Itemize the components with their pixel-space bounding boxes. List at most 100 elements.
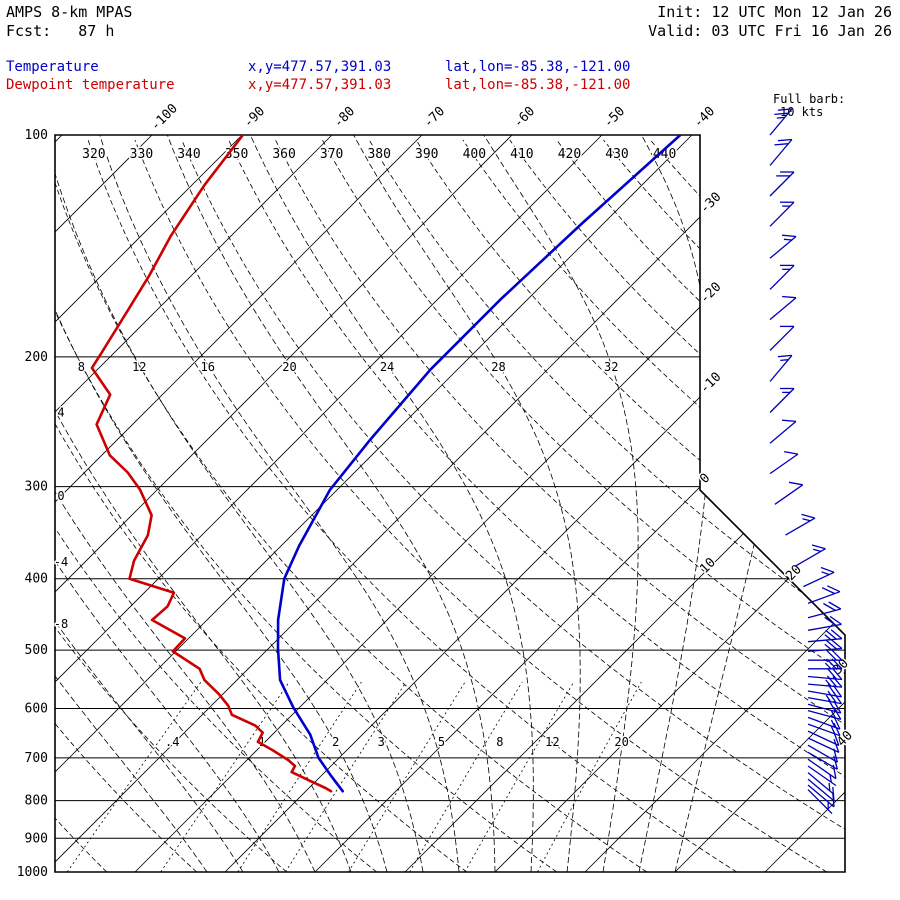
wind-barb	[807, 744, 839, 763]
svg-text:16: 16	[201, 360, 215, 374]
svg-text:340: 340	[177, 147, 200, 162]
wind-barb	[769, 264, 795, 290]
wind-barb	[769, 108, 793, 136]
svg-text:-10: -10	[697, 370, 724, 397]
dewpoint-latlon: lat,lon=-85.38,-121.00	[445, 77, 631, 93]
wind-barb	[807, 758, 837, 780]
svg-text:430: 430	[605, 147, 628, 162]
wind-barb	[769, 387, 795, 413]
wind-barbs	[769, 108, 843, 815]
pressure-gridlines	[55, 135, 845, 872]
wind-barb	[795, 544, 826, 567]
wind-barb	[807, 585, 841, 605]
mixing-ratio-lines	[66, 681, 642, 872]
wind-barb	[769, 138, 793, 166]
svg-text:1: 1	[258, 735, 265, 749]
forecast-hour: Fcst: 87 h	[6, 22, 115, 40]
wind-barb	[807, 730, 840, 747]
wind-barb	[807, 667, 843, 681]
wind-barb	[807, 784, 835, 808]
wind-barb	[807, 716, 841, 730]
svg-text:32: 32	[604, 360, 618, 374]
svg-text:390: 390	[415, 147, 438, 162]
svg-text:-80: -80	[331, 104, 358, 131]
svg-text:-40: -40	[691, 104, 718, 131]
wind-barb	[785, 513, 816, 536]
wind-barb	[807, 601, 842, 619]
wind-barb	[807, 690, 843, 705]
wind-barb	[807, 675, 843, 688]
svg-text:-50: -50	[601, 104, 628, 131]
wind-barb	[807, 699, 842, 714]
wind-barb	[769, 295, 797, 321]
wind-barb	[769, 171, 795, 197]
svg-text:600: 600	[25, 701, 48, 716]
wind-barb	[808, 658, 843, 670]
svg-text:700: 700	[25, 751, 48, 766]
temperature-legend-label: Temperature	[6, 59, 99, 75]
svg-text:0: 0	[57, 489, 64, 503]
wind-barb	[807, 772, 835, 795]
wind-barb	[769, 201, 795, 227]
wind-barb	[769, 354, 793, 382]
svg-text:300: 300	[25, 480, 48, 495]
init-time: Init: 12 UTC Mon 12 Jan 26	[657, 3, 892, 21]
svg-text:-70: -70	[421, 104, 448, 131]
dry-adiabats	[55, 139, 845, 872]
plot-border	[54, 134, 846, 873]
wind-barb	[807, 615, 842, 631]
svg-text:420: 420	[558, 147, 581, 162]
dewpoint-legend-label: Dewpoint temperature	[6, 77, 175, 93]
svg-text:10: 10	[697, 555, 719, 577]
wind-barb	[807, 751, 839, 770]
valid-time: Valid: 03 UTC Fri 16 Jan 26	[648, 22, 892, 40]
isotherms	[55, 135, 845, 872]
svg-text:20: 20	[282, 360, 296, 374]
barb-scale-line1: Full barb:	[773, 92, 846, 106]
svg-text:-8: -8	[54, 617, 68, 631]
wind-barb	[774, 481, 804, 505]
wind-barb	[769, 234, 797, 259]
svg-text:4: 4	[57, 405, 64, 419]
svg-text:-90: -90	[241, 104, 268, 131]
wind-barb	[769, 325, 795, 351]
dewpoint-xy: x,y=477.57,391.03	[248, 77, 392, 93]
wind-barb	[808, 649, 843, 661]
svg-text:3: 3	[378, 735, 385, 749]
svg-text:8: 8	[78, 360, 85, 374]
svg-text:-60: -60	[511, 104, 538, 131]
dewpoint-curve	[90, 135, 333, 793]
svg-text:.4: .4	[165, 735, 179, 749]
temperature-xy: x,y=477.57,391.03	[248, 59, 392, 75]
svg-text:-20: -20	[697, 280, 724, 307]
temperature-latlon: lat,lon=-85.38,-121.00	[445, 59, 631, 75]
svg-text:8: 8	[496, 735, 503, 749]
svg-text:360: 360	[272, 147, 295, 162]
svg-text:2: 2	[332, 735, 339, 749]
svg-text:370: 370	[320, 147, 343, 162]
wind-barb	[769, 450, 799, 475]
model-title: AMPS 8-km MPAS	[6, 3, 133, 21]
svg-text:400: 400	[25, 572, 48, 587]
svg-text:1000: 1000	[17, 865, 48, 880]
svg-text:20: 20	[614, 735, 628, 749]
sounding-curves	[90, 135, 682, 793]
svg-text:440: 440	[653, 147, 676, 162]
barb-scale-legend: Full barb: 10 kts	[773, 93, 845, 119]
svg-text:12: 12	[132, 360, 146, 374]
svg-text:-4: -4	[54, 555, 68, 569]
svg-text:800: 800	[25, 794, 48, 809]
svg-text:400: 400	[463, 147, 486, 162]
temperature-curve	[276, 135, 682, 793]
svg-text:900: 900	[25, 831, 48, 846]
svg-text:100: 100	[25, 128, 48, 143]
svg-text:320: 320	[82, 147, 105, 162]
wind-barb	[807, 629, 843, 643]
svg-text:330: 330	[130, 147, 153, 162]
svg-text:24: 24	[380, 360, 394, 374]
moist-adiabats	[55, 135, 803, 872]
wind-barb	[769, 419, 797, 444]
